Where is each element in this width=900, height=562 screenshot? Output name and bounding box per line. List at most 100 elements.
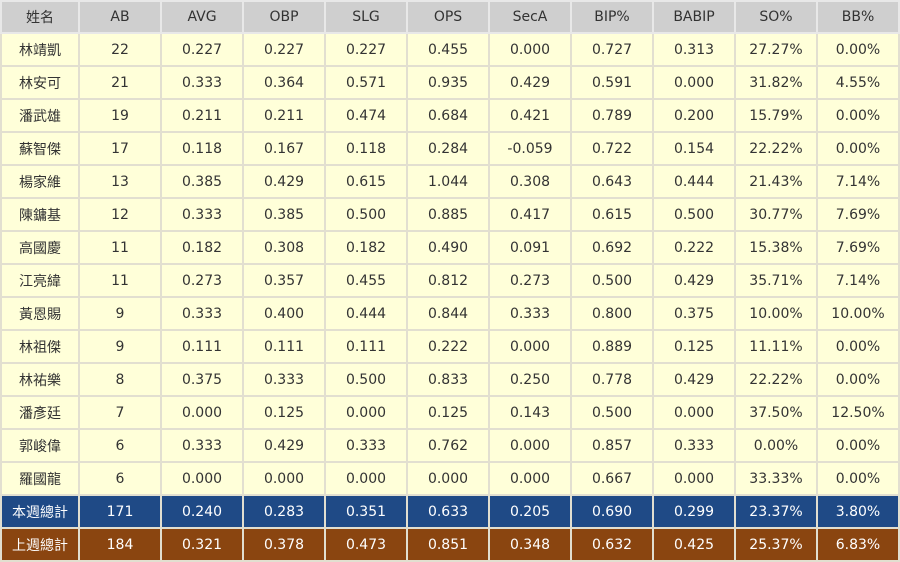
stat-cell: 0.333 — [652, 428, 736, 463]
stat-cell: 0.333 — [242, 362, 326, 397]
stat-cell: 0.455 — [406, 32, 490, 67]
column-header[interactable]: OPS — [406, 0, 490, 34]
stat-cell: 6.83% — [816, 527, 900, 562]
table-row: 林安可 21 0.333 0.364 0.571 0.935 0.429 0.591 0.000… — [0, 65, 900, 100]
stat-cell: 0.333 — [160, 428, 244, 463]
stat-cell: 0.455 — [324, 263, 408, 298]
stat-cell: 0.375 — [160, 362, 244, 397]
stat-cell: 9 — [78, 329, 162, 364]
stat-cell: 0.885 — [406, 197, 490, 232]
column-header[interactable]: 姓名 — [0, 0, 80, 34]
stat-cell: 0.615 — [324, 164, 408, 199]
stat-cell: 0.000 — [160, 395, 244, 430]
stat-cell: 0.00% — [816, 362, 900, 397]
table-row: 郭峻偉 6 0.333 0.429 0.333 0.762 0.000 0.857 0.333 0… — [0, 428, 900, 463]
header-row: 姓名 AB AVG OBP SLG OPS SecA BIP% BABIP SO% BB% — [0, 0, 900, 34]
stat-cell: 184 — [78, 527, 162, 562]
table-row: 蘇智傑 17 0.118 0.167 0.118 0.284 -0.059 0.722 0.15… — [0, 131, 900, 166]
stat-cell: 0.429 — [488, 65, 572, 100]
stat-cell: 0.789 — [570, 98, 654, 133]
stat-cell: 0.240 — [160, 494, 244, 529]
stat-cell: 0.333 — [160, 296, 244, 331]
stat-cell: 0.812 — [406, 263, 490, 298]
stat-cell: 0.205 — [488, 494, 572, 529]
stat-cell: 0.000 — [324, 461, 408, 496]
player-name-cell: 上週總計 — [0, 527, 80, 562]
stat-cell: 0.851 — [406, 527, 490, 562]
stat-cell: 0.643 — [570, 164, 654, 199]
stat-cell: 0.00% — [816, 329, 900, 364]
stat-cell: 0.857 — [570, 428, 654, 463]
column-header[interactable]: AB — [78, 0, 162, 34]
stat-cell: 0.321 — [160, 527, 244, 562]
stat-cell: 0.299 — [652, 494, 736, 529]
stat-cell: 7.69% — [816, 230, 900, 265]
column-header[interactable]: SLG — [324, 0, 408, 34]
stat-cell: 0.351 — [324, 494, 408, 529]
stat-cell: 0.182 — [324, 230, 408, 265]
stat-cell: 21 — [78, 65, 162, 100]
stat-cell: 15.38% — [734, 230, 818, 265]
stat-cell: 0.125 — [406, 395, 490, 430]
stat-cell: 0.111 — [160, 329, 244, 364]
stat-cell: 0.425 — [652, 527, 736, 562]
column-header[interactable]: AVG — [160, 0, 244, 34]
stat-cell: 0.211 — [160, 98, 244, 133]
stat-cell: 0.118 — [324, 131, 408, 166]
column-header[interactable]: SecA — [488, 0, 572, 34]
stat-cell: 0.417 — [488, 197, 572, 232]
player-name-cell: 林祖傑 — [0, 329, 80, 364]
stat-cell: 0.000 — [652, 395, 736, 430]
stat-cell: 8 — [78, 362, 162, 397]
stat-cell: 25.37% — [734, 527, 818, 562]
stat-cell: 0.00% — [816, 131, 900, 166]
stat-cell: 0.421 — [488, 98, 572, 133]
column-header[interactable]: BB% — [816, 0, 900, 34]
stat-cell: 0.385 — [160, 164, 244, 199]
stat-cell: 12.50% — [816, 395, 900, 430]
stat-cell: -0.059 — [488, 131, 572, 166]
stat-cell: 0.000 — [406, 461, 490, 496]
player-name-cell: 本週總計 — [0, 494, 80, 529]
table-row: 楊家維 13 0.385 0.429 0.615 1.044 0.308 0.643 0.444… — [0, 164, 900, 199]
stat-cell: 0.333 — [160, 197, 244, 232]
stat-cell: 0.400 — [242, 296, 326, 331]
column-header[interactable]: SO% — [734, 0, 818, 34]
stat-cell: 0.385 — [242, 197, 326, 232]
stat-cell: 30.77% — [734, 197, 818, 232]
stat-cell: 0.844 — [406, 296, 490, 331]
stat-cell: 0.211 — [242, 98, 326, 133]
table-row: 潘武雄 19 0.211 0.211 0.474 0.684 0.421 0.789 0.200… — [0, 98, 900, 133]
stat-cell: 0.000 — [652, 461, 736, 496]
stat-cell: 0.000 — [488, 428, 572, 463]
stat-cell: 0.500 — [570, 263, 654, 298]
player-name-cell: 黃恩賜 — [0, 296, 80, 331]
stat-cell: 11 — [78, 263, 162, 298]
player-name-cell: 陳鏞基 — [0, 197, 80, 232]
stat-cell: 0.00% — [734, 428, 818, 463]
stat-cell: 0.143 — [488, 395, 572, 430]
stat-cell: 0.684 — [406, 98, 490, 133]
stat-cell: 0.250 — [488, 362, 572, 397]
table-row: 黃恩賜 9 0.333 0.400 0.444 0.844 0.333 0.800 0.375 1… — [0, 296, 900, 331]
table-row: 陳鏞基 12 0.333 0.385 0.500 0.885 0.417 0.615 0.500… — [0, 197, 900, 232]
column-header[interactable]: OBP — [242, 0, 326, 34]
player-name-cell: 林祐樂 — [0, 362, 80, 397]
stat-cell: 0.429 — [242, 164, 326, 199]
stat-cell: 7.14% — [816, 164, 900, 199]
table-row: 羅國龍 6 0.000 0.000 0.000 0.000 0.000 0.667 0.000 3… — [0, 461, 900, 496]
table-row: 林祐樂 8 0.375 0.333 0.500 0.833 0.250 0.778 0.429 2… — [0, 362, 900, 397]
stat-cell: 0.000 — [488, 461, 572, 496]
column-header[interactable]: BIP% — [570, 0, 654, 34]
stat-cell: 0.833 — [406, 362, 490, 397]
column-header[interactable]: BABIP — [652, 0, 736, 34]
stat-cell: 0.490 — [406, 230, 490, 265]
stat-cell: 12 — [78, 197, 162, 232]
stat-cell: 35.71% — [734, 263, 818, 298]
table-row: 江亮緯 11 0.273 0.357 0.455 0.812 0.273 0.500 0.429… — [0, 263, 900, 298]
stat-cell: 23.37% — [734, 494, 818, 529]
stat-cell: 0.571 — [324, 65, 408, 100]
stat-cell: 0.308 — [488, 164, 572, 199]
stat-cell: 0.333 — [488, 296, 572, 331]
stat-cell: 19 — [78, 98, 162, 133]
